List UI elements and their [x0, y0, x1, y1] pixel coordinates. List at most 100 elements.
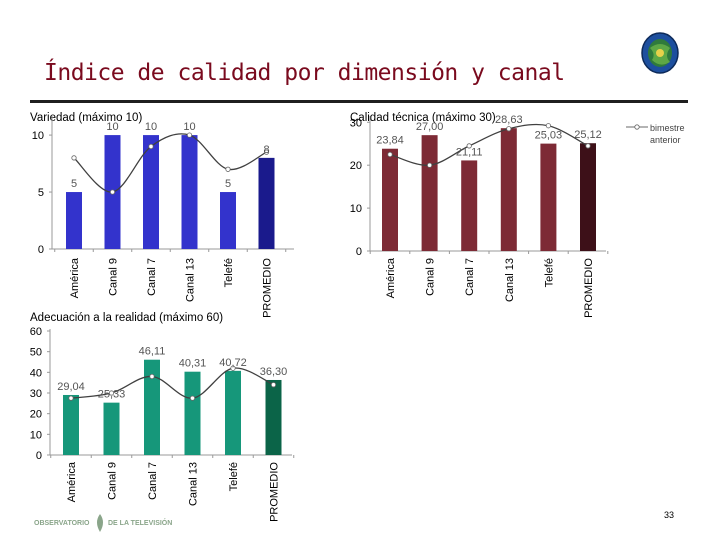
bar: [103, 402, 120, 455]
legend-marker: [634, 124, 640, 130]
chart-title: Adecuación a la realidad (máximo 60): [30, 312, 223, 324]
previous-period-point: [230, 365, 236, 371]
bar: [225, 370, 241, 455]
previous-period-point: [426, 162, 433, 168]
data-label: 8: [263, 144, 269, 156]
category-label: Telefé: [228, 462, 240, 491]
y-tick-label: 20: [350, 160, 362, 172]
previous-period-point: [263, 149, 270, 155]
data-label: 10: [145, 121, 157, 133]
observatorio-logo: OBSERVATORIO DE LA TELEVISIÓN: [34, 514, 172, 532]
category-label: América: [66, 461, 78, 502]
data-label: 23,84: [376, 135, 404, 147]
previous-period-point: [186, 132, 193, 138]
y-tick-label: 10: [32, 130, 44, 142]
previous-period-point: [270, 382, 277, 388]
category-label: América: [385, 257, 397, 298]
svg-text:OBSERVATORIO: OBSERVATORIO: [34, 520, 90, 527]
category-label: Telefé: [223, 258, 235, 287]
previous-period-point: [466, 143, 472, 149]
previous-period-point: [585, 143, 591, 149]
y-tick-label: 5: [38, 187, 44, 199]
bar: [66, 192, 82, 249]
data-label: 25,33: [98, 389, 126, 401]
previous-period-line: [70, 367, 274, 399]
y-tick-label: 30: [30, 388, 42, 400]
bar: [63, 394, 79, 455]
y-tick-label: 0: [356, 246, 362, 258]
category-label: Canal 9: [425, 258, 437, 296]
category-label: Canal 13: [185, 258, 197, 302]
category-label: Canal 13: [504, 258, 516, 302]
bar: [184, 371, 201, 455]
data-label: 10: [106, 121, 118, 133]
y-tick-label: 10: [30, 429, 42, 441]
previous-period-line: [73, 133, 267, 193]
data-label: 25,03: [535, 130, 563, 142]
previous-period-line: [389, 123, 589, 166]
y-tick-label: 50: [30, 347, 42, 359]
title-rule: [30, 100, 688, 103]
bar: [144, 359, 160, 455]
previous-period-point: [108, 390, 115, 396]
previous-period-point: [109, 189, 116, 195]
category-label: Canal 9: [108, 258, 120, 296]
data-label: 21,11: [456, 146, 483, 158]
data-label: 10: [183, 121, 195, 133]
category-label: Telefé: [543, 258, 555, 287]
y-tick-label: 10: [350, 203, 362, 215]
bar: [461, 160, 478, 251]
bar: [500, 128, 517, 251]
data-label: 27,00: [416, 121, 444, 133]
svg-text:DE LA TELEVISIÓN: DE LA TELEVISIÓN: [108, 518, 172, 527]
bar: [220, 192, 236, 249]
legend-label-line2: anterior: [650, 135, 681, 145]
data-label: 46,11: [139, 346, 166, 358]
category-label: América: [69, 257, 81, 298]
previous-period-point: [506, 126, 512, 132]
previous-period-point: [387, 151, 393, 158]
previous-period-point: [71, 155, 77, 161]
data-label: 28,63: [495, 114, 523, 126]
bar: [382, 148, 398, 251]
bar: [258, 157, 275, 249]
category-label: PROMEDIO: [269, 462, 281, 522]
previous-period-point: [68, 395, 74, 401]
data-label: 36,30: [260, 366, 288, 378]
bar: [540, 143, 557, 251]
y-tick-label: 40: [30, 367, 42, 379]
bar: [181, 135, 198, 249]
y-tick-label: 60: [30, 326, 42, 338]
data-label: 40,72: [219, 357, 247, 369]
previous-period-point: [189, 395, 196, 401]
data-label: 29,04: [57, 381, 85, 393]
data-label: 40,31: [179, 358, 207, 370]
y-tick-label: 0: [38, 244, 44, 256]
bar: [580, 143, 596, 251]
bar: [143, 135, 159, 249]
category-label: PROMEDIO: [262, 258, 274, 318]
slide-title: Índice de calidad por dimensión y canal: [44, 60, 565, 86]
category-label: Canal 7: [146, 258, 158, 296]
data-label: 5: [225, 178, 231, 190]
globe-emblem-icon: [641, 32, 679, 74]
category-label: PROMEDIO: [583, 258, 595, 318]
legend-label-line1: bimestre: [650, 123, 685, 133]
previous-period-point: [225, 166, 231, 172]
y-tick-label: 20: [30, 409, 42, 421]
bar: [265, 379, 282, 455]
category-label: Canal 13: [188, 462, 200, 506]
previous-period-point: [149, 373, 155, 380]
category-label: Canal 7: [464, 258, 476, 296]
leaf-icon: [97, 514, 103, 532]
page-number: 33: [664, 510, 675, 520]
data-label: 25,12: [574, 129, 602, 141]
chart-title: Variedad (máximo 10): [30, 112, 142, 124]
y-tick-label: 0: [36, 450, 42, 462]
chart-title: Calidad técnica (máximo 30): [350, 112, 496, 124]
previous-period-point: [545, 123, 552, 129]
bar: [421, 135, 438, 251]
category-label: Canal 7: [147, 462, 159, 500]
previous-period-point: [148, 143, 154, 150]
